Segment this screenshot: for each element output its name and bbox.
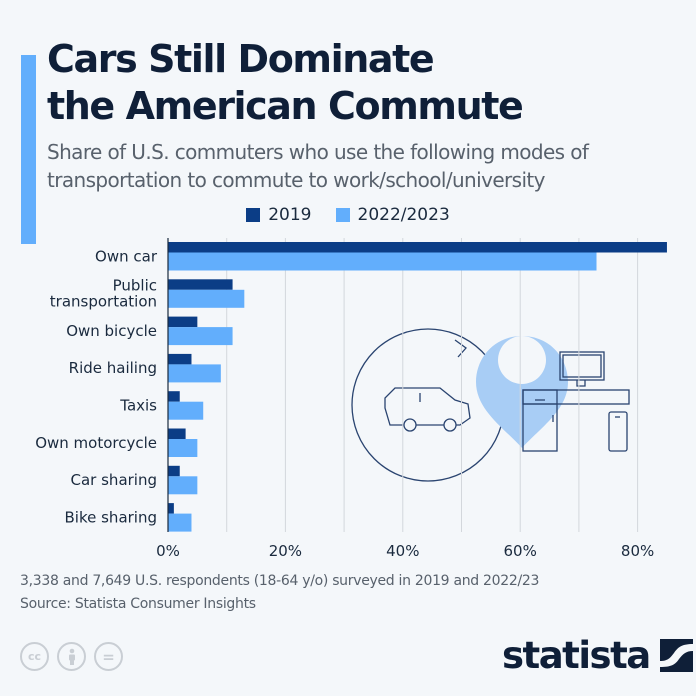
subtitle-line-2: transportation to commute to work/school… <box>47 168 546 192</box>
bar-2022-2023 <box>168 289 245 308</box>
arrow-head <box>454 339 467 358</box>
commute-illustration <box>351 328 630 482</box>
brand-name: statista <box>502 634 651 677</box>
bar-2019 <box>168 503 174 514</box>
bar-2022-2023 <box>168 513 192 532</box>
bar-2022-2023 <box>168 252 597 271</box>
chart-footer: 3,338 and 7,649 U.S. respondents (18-64 … <box>20 570 539 616</box>
title-accent-bar <box>21 55 36 244</box>
car-icon <box>384 387 471 432</box>
gridlines <box>226 238 639 532</box>
x-tick-labels: 0% 20% 40% 60% 80% <box>156 542 654 560</box>
chart-legend: 2019 2022/2023 <box>0 205 696 225</box>
bar-2022-2023 <box>168 327 233 346</box>
category-label: Own car <box>95 247 158 265</box>
category-label: Own bicycle <box>66 322 157 340</box>
category-label: Ride hailing <box>69 359 157 377</box>
subtitle-line-1: Share of U.S. commuters who use the foll… <box>47 140 589 164</box>
legend-label-2022-2023: 2022/2023 <box>357 205 450 225</box>
legend-item-2022-2023: 2022/2023 <box>335 205 450 225</box>
survey-note: 3,338 and 7,649 U.S. respondents (18-64 … <box>20 573 540 589</box>
category-labels: Own car Public transportation Own bicycle Ri… <box>35 247 158 526</box>
bar-2019 <box>168 353 192 365</box>
category-label: Bike sharing <box>65 508 157 526</box>
desk-computer-icon <box>522 351 630 452</box>
bar-2019 <box>168 316 198 328</box>
bar-2019 <box>168 242 667 253</box>
no-derivatives-icon[interactable]: = <box>94 642 123 671</box>
title-line-1: Cars Still Dominate <box>47 37 435 81</box>
location-pin-hole <box>498 336 546 384</box>
x-tick-label: 40% <box>386 542 419 560</box>
cycle-arrow-icon <box>351 328 505 482</box>
cc-icon[interactable]: cc <box>20 642 49 671</box>
bar-2022-2023 <box>168 476 198 495</box>
bar-2019 <box>168 428 186 439</box>
chart-subtitle: Share of U.S. commuters who use the foll… <box>47 138 687 194</box>
category-label: Public transportation <box>50 277 157 311</box>
x-tick-label: 80% <box>621 542 654 560</box>
x-tick-label: 20% <box>269 542 302 560</box>
category-label: Car sharing <box>71 471 157 489</box>
bar-2019 <box>168 279 233 290</box>
attribution-icon[interactable] <box>57 642 86 671</box>
legend-swatch-2019 <box>246 208 261 222</box>
source-note: Source: Statista Consumer Insights <box>20 596 256 612</box>
legend-item-2019: 2019 <box>246 205 312 225</box>
bar-2019 <box>168 391 180 402</box>
category-label: Own motorcycle <box>35 434 157 452</box>
bar-chart: Own car Public transportation Own bicycle Ri… <box>35 238 667 560</box>
bars <box>167 238 667 532</box>
bar-2022-2023 <box>168 364 221 383</box>
x-tick-label: 60% <box>504 542 537 560</box>
license-icons: cc = <box>20 642 123 671</box>
statista-logo-icon <box>659 639 693 672</box>
x-tick-label: 0% <box>156 542 180 560</box>
category-label: Taxis <box>119 396 157 414</box>
chart-title: Cars Still Dominate the American Commute <box>47 36 524 130</box>
legend-label-2019: 2019 <box>268 205 312 225</box>
statista-logo[interactable]: statista <box>502 634 693 677</box>
bar-2022-2023 <box>168 439 198 457</box>
bar-2019 <box>168 465 180 477</box>
legend-swatch-2022-2023 <box>335 208 350 222</box>
bar-2022-2023 <box>168 401 204 420</box>
title-line-2: the American Commute <box>47 84 524 128</box>
